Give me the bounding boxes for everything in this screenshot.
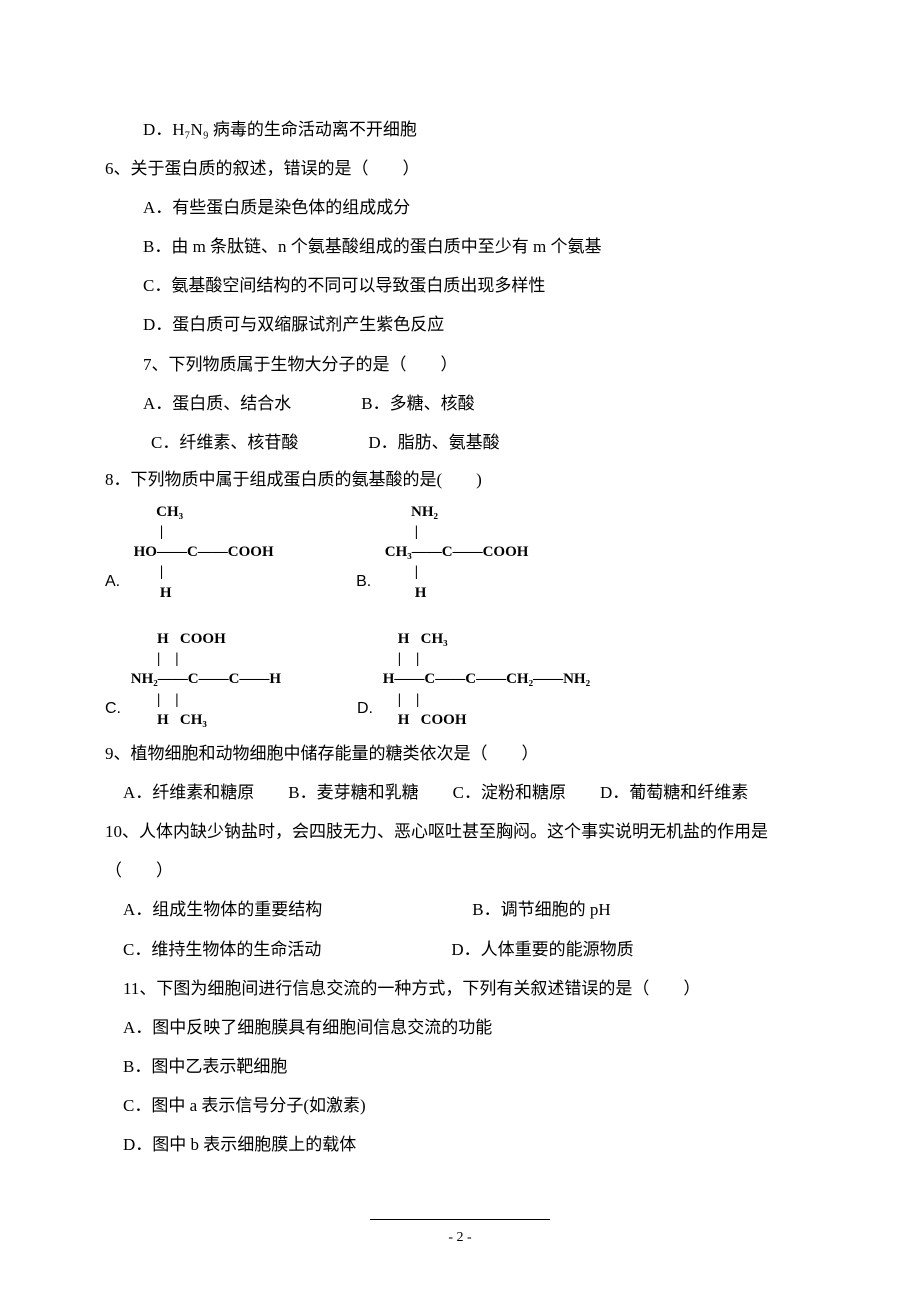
q8-label-b: B.: [356, 564, 377, 603]
q5-option-d: D．H₇N₉ 病毒的生命活动离不开细胞: [105, 110, 815, 149]
q10-stem: 10、人体内缺少钠盐时，会四肢无力、恶心呕吐甚至胸闷。这个事实说明无机盐的作用是…: [105, 812, 815, 890]
q8-stem: 8．下列物质中属于组成蛋白质的氨基酸的是( ): [105, 462, 815, 498]
q8-row-ab: A. CH₃ | HO——C——COOH | H B. NH₂ | CH₃——C…: [105, 502, 815, 603]
footer-divider: [370, 1219, 550, 1220]
q8-formula-a: CH₃ | HO——C——COOH | H: [126, 502, 356, 603]
q10-option-d: D．人体重要的能源物质: [451, 940, 633, 959]
q10-option-a: A．组成生物体的重要结构: [123, 900, 322, 919]
q9-stem: 9、植物细胞和动物细胞中储存能量的糖类依次是（ ）: [105, 734, 815, 773]
q11-stem: 11、下图为细胞间进行信息交流的一种方式，下列有关叙述错误的是（ ）: [105, 969, 815, 1008]
q10-option-b: B．调节细胞的 pH: [472, 900, 610, 919]
q8-label-a: A.: [105, 564, 126, 603]
q7-option-c: C．纤维素、核苷酸: [143, 433, 298, 452]
q6-stem: 6、关于蛋白质的叙述，错误的是（ ）: [105, 149, 815, 188]
q6-option-c: C．氨基酸空间结构的不同可以导致蛋白质出现多样性: [105, 266, 815, 305]
q6-option-a: A．有些蛋白质是染色体的组成成分: [105, 188, 815, 227]
q8-row-cd: C. H COOH | | NH₂——C——C——H | | H CH₃ D. …: [105, 629, 815, 730]
q8-formula-d: H CH₃ | | H——C——C——CH₂——NH₂ | | H COOH: [379, 629, 609, 730]
q7-options-row1: A．蛋白质、结合水 B．多糖、核酸: [105, 384, 815, 423]
page-number: - 2 -: [448, 1230, 471, 1245]
q7-stem: 7、下列物质属于生物大分子的是（ ）: [105, 345, 815, 384]
q10-row1: A．组成生物体的重要结构 B．调节细胞的 pH: [105, 890, 815, 929]
spacer: [105, 607, 815, 625]
q8-formula-c: H COOH | | NH₂——C——C——H | | H CH₃: [127, 629, 357, 730]
q7-options-row2: C．纤维素、核苷酸 D．脂肪、氨基酸: [105, 423, 815, 462]
q11-option-a: A．图中反映了细胞膜具有细胞间信息交流的功能: [105, 1008, 815, 1047]
q7-option-a: A．蛋白质、结合水: [143, 394, 291, 413]
page-footer: - 2 -: [0, 1219, 920, 1254]
document-page: D．H₇N₉ 病毒的生命活动离不开细胞 6、关于蛋白质的叙述，错误的是（ ） A…: [0, 0, 920, 1302]
q8-label-d: D.: [357, 691, 379, 730]
q6-option-d: D．蛋白质可与双缩脲试剂产生紫色反应: [105, 305, 815, 344]
q11-option-d: D．图中 b 表示细胞膜上的载体: [105, 1125, 815, 1164]
q8-label-c: C.: [105, 691, 127, 730]
q7-option-d: D．脂肪、氨基酸: [368, 433, 499, 452]
q11-option-b: B．图中乙表示靶细胞: [105, 1047, 815, 1086]
q10-row2: C．维持生物体的生命活动 D．人体重要的能源物质: [105, 930, 815, 969]
q8-formula-b: NH₂ | CH₃——C——COOH | H: [377, 502, 607, 603]
q11-option-c: C．图中 a 表示信号分子(如激素): [105, 1086, 815, 1125]
q6-option-b: B．由 m 条肽链、n 个氨基酸组成的蛋白质中至少有 m 个氨基: [105, 227, 815, 266]
q9-options: A．纤维素和糖原 B．麦芽糖和乳糖 C．淀粉和糖原 D．葡萄糖和纤维素: [105, 773, 815, 812]
q7-option-b: B．多糖、核酸: [361, 394, 474, 413]
q10-option-c: C．维持生物体的生命活动: [123, 940, 321, 959]
